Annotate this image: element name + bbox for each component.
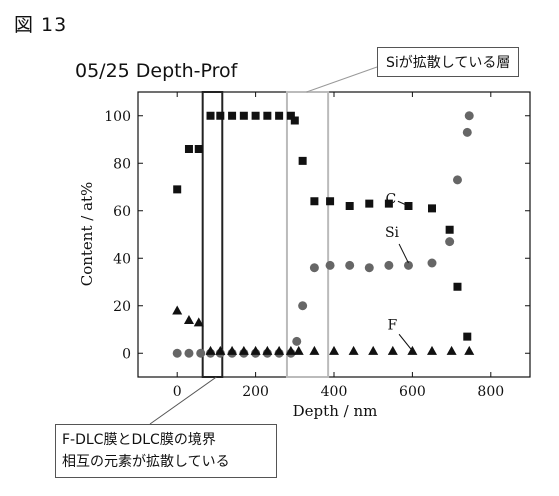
y-axis-title: Content / at% [78,182,96,287]
f-point [172,306,182,315]
boundary-callout-leader [150,377,216,424]
si-callout-leader [307,67,377,92]
c-point [463,333,471,341]
c-point [365,200,373,208]
x-axis-title: Depth / nm [293,402,378,420]
f-point [388,346,398,355]
y-tick-label: 80 [113,156,131,172]
f-point [251,346,261,355]
c-point [428,204,436,212]
si-point [184,349,193,358]
f-annotation-label: F [388,318,398,334]
boundary-callout: F-DLC膜とDLC膜の境界 相互の元素が拡散している [55,424,277,478]
callout-leaders [150,67,377,424]
si-point [298,301,307,310]
c-point [326,197,334,205]
f-point [447,346,457,355]
c-point [299,157,307,165]
x-tick-label: 200 [242,384,269,400]
f-point [294,346,304,355]
boundary-highlight-box [203,92,223,377]
y-tick-label: 20 [113,299,131,315]
c-point [310,197,318,205]
f-point [349,346,359,355]
boundary-callout-line-2: 相互の元素が拡散している [62,451,270,473]
x-tick-label: 800 [477,384,504,400]
si-point [445,237,454,246]
f-point [206,346,216,355]
boundary-callout-line-1: F-DLC膜とDLC膜の境界 [62,429,270,451]
c-point [228,112,236,120]
f-point [427,346,437,355]
si-point [292,337,301,346]
series-annotations: C Si F [385,192,412,351]
c-point [446,226,454,234]
si-point [173,349,182,358]
si-point [453,175,462,184]
f-point [184,315,194,324]
c-point [453,283,461,291]
c-point [263,112,271,120]
si-point [428,259,437,268]
c-point [291,117,299,125]
f-point [215,346,225,355]
y-tick-label: 0 [122,346,131,362]
si-point [465,111,474,120]
f-point [464,346,474,355]
f-annotation-arrow [399,334,412,351]
c-annotation-label: C [385,192,396,208]
highlight-boxes [203,92,328,377]
f-point [239,346,249,355]
si-point [365,263,374,272]
x-tick-label: 0 [173,384,182,400]
x-tick-label: 600 [399,384,426,400]
c-point [207,112,215,120]
si-layer-highlight-box [287,92,328,377]
data-points [172,111,474,358]
f-point [262,346,272,355]
c-point [346,202,354,210]
y-tick-label: 40 [113,251,131,267]
si-point [196,349,205,358]
f-point [227,346,237,355]
si-point [310,263,319,272]
si-point [463,128,472,137]
si-point [384,261,393,270]
x-tick-label: 400 [321,384,348,400]
f-point [309,346,319,355]
c-point [195,145,203,153]
si-annotation-arrow [399,244,408,263]
si-annotation-label: Si [385,225,400,241]
si-diffusion-callout: Siが拡散している層 [377,47,519,77]
c-point [216,112,224,120]
c-point [252,112,260,120]
f-point [274,346,284,355]
f-point [368,346,378,355]
c-point [173,185,181,193]
si-point [345,261,354,270]
y-tick-label: 100 [104,109,131,125]
c-point [240,112,248,120]
f-point [329,346,339,355]
c-point [275,112,283,120]
y-tick-label: 60 [113,204,131,220]
si-point [326,261,335,270]
c-point [185,145,193,153]
